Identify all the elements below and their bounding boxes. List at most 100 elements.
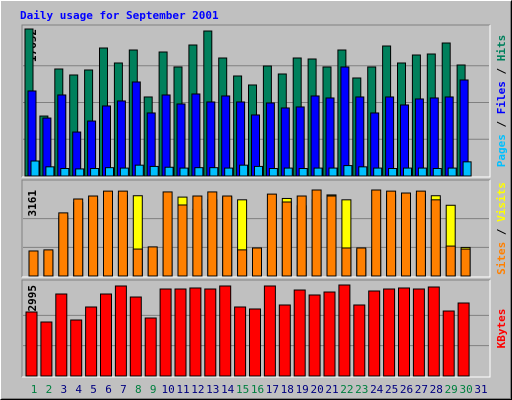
panel-frame-dark	[21, 279, 490, 377]
bar	[266, 193, 277, 277]
x-tick-label: 26	[400, 383, 413, 396]
bar	[445, 245, 456, 277]
bar	[358, 166, 368, 177]
bar	[444, 96, 454, 177]
bar	[252, 247, 262, 277]
bar	[400, 104, 409, 177]
bar	[134, 164, 144, 177]
bar	[174, 288, 187, 377]
bar	[371, 189, 382, 277]
x-tick-label: 31	[474, 383, 487, 396]
bar	[90, 168, 100, 177]
bar	[191, 93, 201, 177]
legend-entry: Sites	[495, 242, 508, 275]
bar	[427, 286, 440, 377]
bar	[462, 161, 472, 177]
bar	[356, 247, 367, 277]
legend-entry: Pages	[495, 134, 508, 167]
x-tick-label: 4	[75, 383, 82, 396]
bar	[430, 199, 441, 277]
bar	[326, 195, 337, 277]
bar	[159, 288, 172, 377]
bar	[144, 317, 157, 377]
bar	[353, 304, 366, 377]
legend-entry: Hits	[495, 35, 508, 62]
legend: Pages / Files / Hits	[495, 35, 508, 168]
bar	[28, 250, 39, 277]
bar	[219, 285, 232, 377]
bar	[116, 100, 126, 177]
bar	[30, 160, 40, 177]
bar	[60, 168, 70, 177]
bar	[311, 189, 322, 277]
bar	[177, 204, 188, 277]
x-tick-label: 15	[236, 383, 249, 396]
bar	[43, 249, 54, 277]
x-tick-label: 24	[370, 383, 384, 396]
bar	[75, 168, 85, 177]
panel-frame-light	[22, 180, 491, 278]
bar	[338, 284, 351, 377]
chart-title: Daily usage for September 2001	[20, 9, 219, 22]
x-tick-label: 10	[161, 383, 174, 396]
legend-separator: /	[495, 61, 508, 81]
x-tick-label: 7	[120, 383, 127, 396]
bar	[147, 246, 158, 277]
x-tick-label: 20	[310, 383, 323, 396]
bar	[25, 311, 38, 377]
x-tick-label: 5	[90, 383, 97, 396]
panel-frame-light	[22, 280, 491, 378]
bar	[209, 167, 219, 177]
bar	[234, 306, 247, 377]
bar	[206, 101, 216, 177]
legend-separator: /	[495, 114, 508, 134]
x-tick-label: 16	[251, 383, 264, 396]
bar	[417, 167, 427, 177]
x-tick-label: 14	[221, 383, 235, 396]
x-tick-label: 12	[191, 383, 204, 396]
x-tick-label: 27	[415, 383, 428, 396]
y-max-label: 3161	[26, 190, 39, 217]
bar	[237, 249, 248, 277]
x-tick-label: 29	[445, 383, 458, 396]
bar	[194, 167, 204, 177]
bar	[88, 195, 99, 277]
bar	[370, 112, 380, 177]
bar	[460, 248, 471, 277]
x-tick-label: 6	[105, 383, 112, 396]
x-tick-label: 2	[46, 383, 53, 396]
bar	[280, 107, 290, 177]
x-tick-label: 19	[296, 383, 309, 396]
bar	[131, 81, 141, 177]
bar	[432, 168, 442, 177]
bar	[429, 97, 439, 177]
x-tick-label: 13	[206, 383, 219, 396]
x-tick-label: 17	[266, 383, 279, 396]
x-tick-label: 8	[135, 383, 142, 396]
x-tick-label: 22	[340, 383, 353, 396]
x-tick-label: 28	[430, 383, 443, 396]
bar	[403, 167, 412, 177]
bar	[368, 290, 381, 377]
bar	[295, 106, 305, 177]
bar	[204, 288, 217, 377]
bar	[105, 167, 114, 177]
x-tick-label: 18	[281, 383, 294, 396]
bar	[58, 212, 69, 277]
x-tick-label: 11	[176, 383, 189, 396]
bar	[224, 167, 234, 177]
bar	[296, 195, 307, 277]
panel-frame-light	[22, 25, 491, 178]
bar	[102, 105, 111, 177]
bar	[221, 95, 231, 177]
bar	[415, 190, 426, 277]
bar	[73, 198, 84, 277]
bar	[323, 291, 336, 377]
bar	[179, 167, 189, 177]
bar	[388, 168, 398, 177]
bar	[161, 94, 171, 177]
bar	[293, 289, 306, 377]
bar	[70, 319, 83, 377]
bar	[55, 293, 68, 377]
